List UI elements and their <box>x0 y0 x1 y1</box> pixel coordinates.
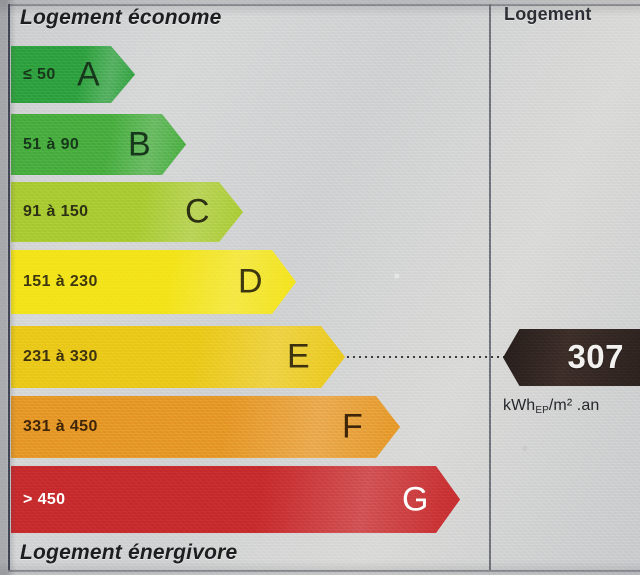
leader-dotted-line <box>347 356 505 358</box>
bar-class-letter-b: B <box>128 124 151 163</box>
frame-top-border <box>8 4 640 6</box>
consumption-value: 307 <box>567 337 624 375</box>
bar-shape-f <box>11 396 400 458</box>
consumption-value-marker: 307 <box>503 329 640 386</box>
bar-range-label-b: 51 à 90 <box>23 135 80 153</box>
bar-shape-c <box>11 182 243 242</box>
panel-divider <box>489 4 491 570</box>
energy-class-bar-b: 51 à 90 B <box>11 114 186 175</box>
bar-shape-g <box>11 466 460 533</box>
bar-shape-b <box>11 114 186 175</box>
energy-class-bar-a: ≤ 50 A <box>11 46 135 103</box>
bar-class-letter-f: F <box>342 407 363 446</box>
bar-shape-e <box>11 326 345 388</box>
unit-prefix: kWh <box>503 397 536 414</box>
panel-title-housing: Logement <box>504 4 592 24</box>
energy-class-bar-c: 91 à 150 C <box>11 182 243 242</box>
label-energy-hungry-housing: Logement énergivore <box>20 541 238 564</box>
bar-range-label-g: > 450 <box>23 490 66 508</box>
label-economical-housing: Logement économe <box>20 6 222 29</box>
energy-class-bar-f: 331 à 450 F <box>11 396 400 458</box>
consumption-unit: kWhEP/m² .an <box>503 397 600 416</box>
frame-bottom-border <box>8 570 640 572</box>
energy-class-bar-d: 151 à 230 D <box>11 250 296 314</box>
marker-arrow-shape <box>503 329 640 386</box>
bar-range-label-d: 151 à 230 <box>23 273 98 290</box>
bar-range-label-c: 91 à 150 <box>23 203 89 220</box>
unit-subscript: EP <box>535 405 549 416</box>
frame-left-border <box>8 4 10 572</box>
bar-class-letter-c: C <box>185 192 210 231</box>
energy-class-bar-e: 231 à 330 E <box>11 326 345 388</box>
bar-class-letter-e: E <box>287 337 310 376</box>
bar-class-letter-a: A <box>77 54 100 93</box>
bar-class-letter-g: G <box>402 479 429 518</box>
energy-class-bar-g: > 450 G <box>11 466 460 533</box>
bar-range-label-e: 231 à 330 <box>23 348 98 365</box>
bar-class-letter-d: D <box>238 262 263 301</box>
bar-range-label-a: ≤ 50 <box>23 65 56 83</box>
bar-shape-a <box>11 46 135 103</box>
unit-suffix: /m² .an <box>548 397 600 414</box>
bar-shape-d <box>11 250 296 314</box>
bar-range-label-f: 331 à 450 <box>23 418 98 435</box>
